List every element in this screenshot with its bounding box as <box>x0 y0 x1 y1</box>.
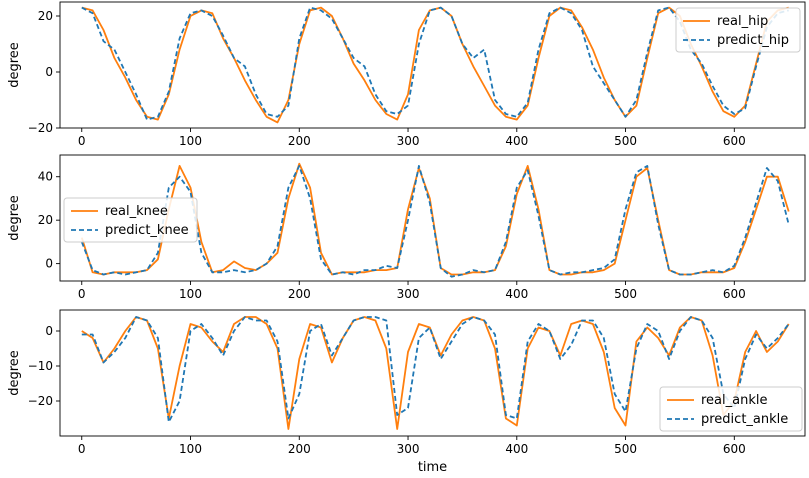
legend: real_ankle predict_ankle <box>659 386 803 432</box>
x-tick-label: 500 <box>614 442 637 456</box>
legend-entry-real_knee: real_knee <box>105 204 168 219</box>
y-axis-label: degree <box>7 42 22 88</box>
x-tick-label: 300 <box>397 287 420 301</box>
legend-box <box>63 197 198 243</box>
subplot-1: 0 100 200 300 400 500 600 −20 0 20 degree real_hipp… <box>7 1 806 148</box>
x-tick-label: 400 <box>505 287 528 301</box>
x-tick-label: 500 <box>614 134 637 148</box>
y-tick-label: −10 <box>28 359 53 373</box>
x-tick-label: 300 <box>397 134 420 148</box>
legend-entry-predict_knee: predict_knee <box>105 223 189 238</box>
legend-box <box>675 7 801 53</box>
y-tick-label: 0 <box>45 257 53 271</box>
legend-entry-real_ankle: real_ankle <box>701 393 767 408</box>
y-tick-label: 0 <box>45 65 53 79</box>
x-axis-label: time <box>418 460 447 475</box>
x-tick-label: 600 <box>723 442 746 456</box>
series-line-predict_ankle <box>81 316 790 423</box>
subplot-3: 0 100 200 300 400 500 600 −20 −10 0 degree time real… <box>7 309 806 475</box>
x-tick-label: 600 <box>723 134 746 148</box>
x-tick-label: 400 <box>505 442 528 456</box>
axes-frame <box>59 309 806 437</box>
legend: real_hip predict_hip <box>675 7 801 53</box>
legend-entry-predict_ankle: predict_ankle <box>701 412 788 427</box>
x-tick-label: 300 <box>397 442 420 456</box>
x-tick-label: 600 <box>723 287 746 301</box>
series-line-predict_knee <box>80 164 790 278</box>
x-tick-label: 0 <box>78 134 86 148</box>
y-tick-label: −20 <box>28 394 53 408</box>
x-tick-label: 200 <box>288 287 311 301</box>
x-tick-label: 500 <box>614 287 637 301</box>
y-tick-label: 0 <box>45 324 53 338</box>
axes-frame <box>59 154 806 282</box>
y-axis-label: degree <box>7 195 22 241</box>
y-tick-label: 20 <box>38 9 53 23</box>
x-tick-label: 200 <box>288 134 311 148</box>
series-line-predict_hip <box>81 6 789 121</box>
x-tick-label: 100 <box>179 134 202 148</box>
series-line-real_ankle <box>81 316 790 430</box>
subplot-2: 0 100 200 300 400 500 600 0 20 40 degree real_kneep… <box>7 154 806 301</box>
legend-box <box>659 386 803 432</box>
y-axis-label: degree <box>7 350 22 396</box>
x-tick-label: 100 <box>179 442 202 456</box>
y-tick-label: 40 <box>38 170 53 184</box>
y-tick-label: −20 <box>28 121 53 135</box>
legend: real_knee predict_knee <box>63 197 198 243</box>
x-tick-label: 0 <box>78 287 86 301</box>
x-tick-label: 100 <box>179 287 202 301</box>
axes-frame <box>59 1 806 129</box>
y-tick-label: 20 <box>38 213 53 227</box>
legend-entry-real_hip: real_hip <box>717 14 768 29</box>
x-tick-label: 400 <box>505 134 528 148</box>
legend-entry-predict_hip: predict_hip <box>717 33 789 48</box>
x-tick-label: 200 <box>288 442 311 456</box>
x-tick-label: 0 <box>78 442 86 456</box>
